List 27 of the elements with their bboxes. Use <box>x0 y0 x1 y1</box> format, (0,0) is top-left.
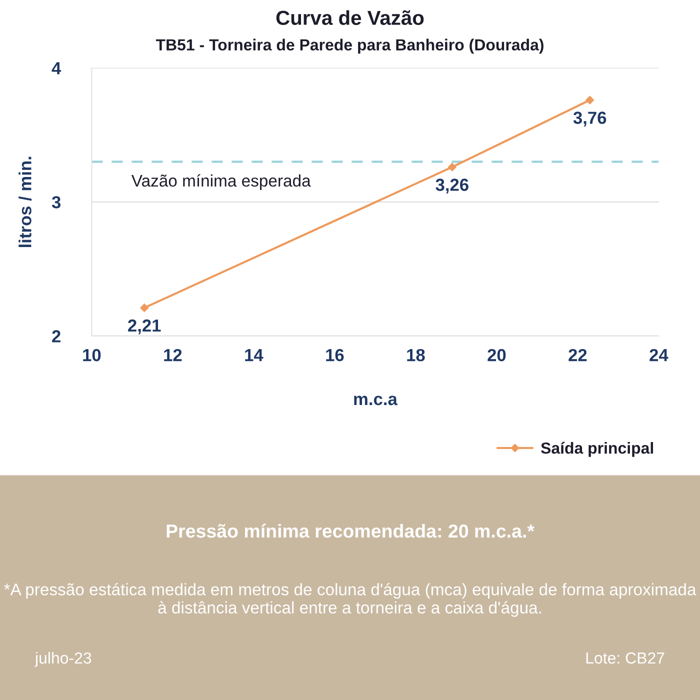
x-tick-label: 22 <box>568 348 587 362</box>
x-tick-label: 20 <box>488 348 506 362</box>
x-tick-label: 24 <box>650 348 668 362</box>
data-label: 3,76 <box>573 112 606 126</box>
text: Pressão mínima recomendada: 20 m.c.a.* <box>166 524 534 538</box>
text: Lote: CB27 <box>586 652 664 664</box>
y-tick-label: 4 <box>52 62 62 74</box>
chart-title: Curva de Vazão <box>276 10 424 26</box>
chart-subtitle: TB51 - Torneira de Parede para Banheiro (Dourada) <box>156 38 544 54</box>
point <box>140 303 149 312</box>
x-tick-label: 16 <box>326 348 344 362</box>
point <box>585 96 594 104</box>
x-tick-label: 18 <box>407 348 425 362</box>
text: *A pressão estática medida em metros de coluna d'água (mca) equivale de forma aproximada à distância vertical entre a torneira e a caixa d'água. <box>4 582 696 617</box>
x-axis-title: m.c.a <box>354 396 398 406</box>
y-axis-title: litros / min. <box>18 156 32 248</box>
x-tick-label: 12 <box>164 348 182 362</box>
point <box>448 162 457 172</box>
y-tick-label: 3 <box>52 196 61 208</box>
legend-label: Saída principal <box>540 442 653 457</box>
text: julho-23 <box>34 652 92 667</box>
x-tick-label: 10 <box>83 348 101 362</box>
data-label: 3,26 <box>436 178 468 194</box>
y-tick-label: 2 <box>52 330 60 342</box>
ref-line-label: Vazão mínima esperada <box>131 174 311 190</box>
x-tick-label: 14 <box>245 349 264 362</box>
data-label: 2,21 <box>128 319 161 334</box>
